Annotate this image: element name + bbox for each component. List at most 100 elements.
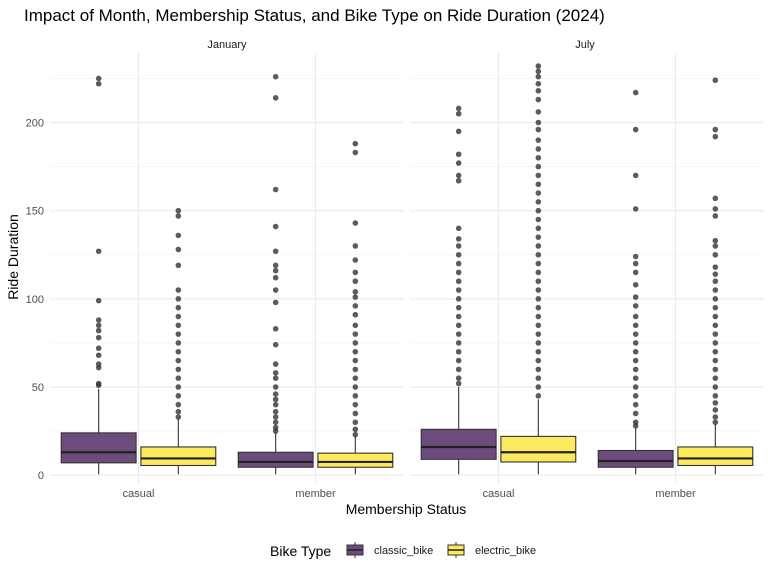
- x-tick-label: casual: [483, 488, 515, 500]
- outlier-point: [535, 146, 542, 152]
- outlier-point: [175, 401, 182, 408]
- outlier-point: [272, 186, 279, 193]
- legend-title: Bike Type: [270, 543, 331, 559]
- y-tick-label: 150: [26, 206, 44, 218]
- outlier-point: [272, 424, 279, 431]
- outlier-point: [272, 267, 279, 274]
- outlier-point: [535, 322, 542, 329]
- outlier-point: [632, 313, 639, 320]
- outlier-point: [632, 303, 639, 309]
- outlier-point: [535, 357, 542, 364]
- outlier-point: [95, 327, 102, 334]
- outlier-point: [712, 287, 719, 293]
- outlier-point: [352, 348, 359, 355]
- outlier-point: [352, 289, 359, 295]
- panel-strip-january: January: [207, 39, 247, 51]
- outlier-point: [175, 384, 182, 390]
- outlier-point: [175, 408, 182, 415]
- outlier-point: [535, 340, 542, 346]
- x-tick-label: member: [655, 488, 696, 500]
- outlier-point: [712, 213, 719, 219]
- outlier-point: [175, 375, 182, 382]
- outlier-point: [352, 401, 359, 408]
- outlier-point: [535, 287, 542, 293]
- box-july-casual-classic_bike: [420, 105, 497, 475]
- legend-key-electric_bike: electric_bike: [447, 542, 536, 558]
- outlier-point: [352, 331, 359, 337]
- outlier-point: [95, 322, 102, 329]
- outlier-point: [455, 304, 462, 311]
- outlier-point: [352, 426, 359, 433]
- outlier-point: [455, 243, 462, 249]
- legend-keys: classic_bike electric_bike: [346, 542, 536, 558]
- outlier-point: [352, 149, 359, 156]
- outlier-point: [535, 137, 542, 143]
- outlier-point: [272, 370, 279, 376]
- chart-title: Impact of Month, Membership Status, and …: [24, 6, 605, 25]
- outlier-point: [175, 213, 182, 219]
- outlier-point: [535, 278, 542, 285]
- box-july-casual-electric_bike: [500, 63, 577, 475]
- outlier-point: [455, 105, 462, 112]
- outlier-point: [535, 109, 542, 115]
- outlier-point: [535, 216, 542, 223]
- outlier-point: [632, 126, 639, 133]
- outlier-point: [352, 220, 359, 226]
- outlier-point: [175, 348, 182, 355]
- outlier-point: [272, 274, 279, 281]
- outlier-point: [175, 313, 182, 320]
- outlier-point: [352, 375, 359, 382]
- box-body: [420, 428, 497, 460]
- legend-label-electric_bike: electric_bike: [475, 545, 536, 557]
- outlier-point: [272, 391, 279, 397]
- outlier-point: [535, 154, 542, 161]
- outlier-point: [455, 322, 462, 329]
- outlier-point: [712, 357, 719, 364]
- outlier-point: [535, 234, 542, 240]
- outlier-point: [175, 331, 182, 337]
- outlier-point: [455, 340, 462, 346]
- outlier-point: [352, 431, 359, 438]
- legend-label-classic_bike: classic_bike: [374, 545, 433, 557]
- outlier-point: [272, 248, 279, 255]
- outlier-point: [535, 331, 542, 337]
- outlier-point: [455, 313, 462, 320]
- outlier-point: [712, 195, 719, 202]
- outlier-point: [632, 331, 639, 337]
- outlier-point: [712, 414, 719, 420]
- outlier-point: [95, 297, 102, 304]
- outlier-point: [712, 375, 719, 382]
- outlier-point: [712, 407, 719, 413]
- outlier-point: [272, 326, 279, 332]
- outlier-point: [95, 352, 102, 359]
- outlier-point: [712, 271, 719, 277]
- outlier-point: [712, 77, 719, 84]
- outlier-point: [712, 264, 719, 270]
- outlier-point: [455, 128, 462, 135]
- outlier-point: [455, 269, 462, 276]
- y-tick-label: 0: [38, 470, 44, 482]
- outlier-point: [272, 341, 279, 348]
- x-tick-label: member: [295, 488, 336, 500]
- outlier-point: [455, 287, 462, 293]
- outlier-point: [175, 366, 182, 373]
- outlier-point: [632, 281, 639, 288]
- outlier-point: [175, 322, 182, 329]
- outlier-point: [455, 331, 462, 337]
- outlier-point: [535, 126, 542, 133]
- outlier-point: [535, 163, 542, 170]
- outlier-point: [632, 366, 639, 373]
- outlier-point: [632, 384, 639, 390]
- outlier-point: [352, 340, 359, 346]
- outlier-point: [95, 345, 102, 352]
- outlier-point: [712, 400, 719, 406]
- outlier-point: [632, 269, 639, 276]
- outlier-point: [535, 207, 542, 214]
- outlier-point: [455, 110, 462, 117]
- outlier-point: [712, 331, 719, 337]
- outlier-point: [352, 311, 359, 318]
- outlier-point: [95, 75, 102, 82]
- outlier-point: [175, 357, 182, 364]
- outlier-point: [352, 419, 359, 426]
